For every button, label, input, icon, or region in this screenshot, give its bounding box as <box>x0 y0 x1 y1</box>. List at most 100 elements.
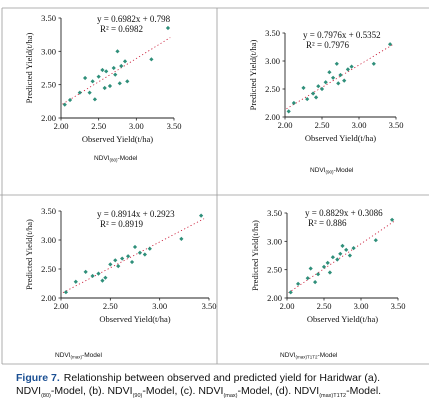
data-point-c-10 <box>120 256 125 261</box>
scatter-panel-a: 2.00 2.50 3.00 3.50 2.00 2.50 3.00 3.50 Observed… <box>0 7 429 365</box>
model-label-name-b: NDVI <box>310 167 326 174</box>
trendline-b <box>286 44 393 110</box>
data-point-d-16 <box>373 238 378 243</box>
x-tick-label-b-1: 2.50 <box>315 120 330 130</box>
data-point-b-2 <box>301 85 306 90</box>
data-point-c-0 <box>63 290 69 295</box>
x-axis-title-c: Observed Yield(t/ha) <box>99 314 170 324</box>
model-label-d: NDVI(max)T1T2-Model <box>280 352 338 360</box>
model-label-a: NDVI(80)-Model <box>94 155 138 163</box>
data-point-c-12 <box>129 259 135 265</box>
data-point-d-6 <box>321 264 327 269</box>
data-point-a-11 <box>107 83 113 89</box>
data-point-c-9 <box>116 264 121 269</box>
data-point-b-3 <box>305 96 310 102</box>
data-point-d-8 <box>327 270 333 275</box>
model-label-sub-b: (90) <box>326 170 335 175</box>
data-point-b-4 <box>311 91 316 96</box>
x-tick-label-b-0: 2.00 <box>278 120 293 130</box>
y-tick-label-a-2: 3.00 <box>41 46 56 56</box>
data-point-a-12 <box>111 65 116 71</box>
model-label-suffix-a: -Model <box>118 155 138 162</box>
x-tick-label-c-3: 3.50 <box>202 301 217 311</box>
data-point-c-15 <box>142 252 147 257</box>
data-point-d-5 <box>315 272 321 277</box>
model-label-suffix-c: -Model <box>82 352 102 359</box>
data-point-d-11 <box>338 251 343 256</box>
data-point-d-14 <box>347 253 352 258</box>
data-point-b-8 <box>323 80 328 85</box>
caption-part-1: -Model, (b). NDVI <box>50 385 133 397</box>
model-label-sub-c: (max) <box>71 355 83 360</box>
data-point-c-18 <box>199 213 204 218</box>
y-tick-label-a-1: 2.50 <box>41 80 56 90</box>
model-label-name-d: NDVI <box>280 352 296 359</box>
data-point-c-4 <box>96 271 101 276</box>
x-tick-label-b-3: 3.50 <box>389 120 404 130</box>
data-point-c-2 <box>83 269 88 274</box>
y-axis-title-b: Predicted Yield(t/ha) <box>248 39 258 110</box>
data-point-a-3 <box>83 75 88 81</box>
data-point-b-1 <box>291 100 296 106</box>
x-tick-label-d-0: 2.00 <box>280 301 295 311</box>
x-tick-label-d-1: 2.50 <box>317 301 332 311</box>
data-point-b-5 <box>313 95 319 100</box>
data-point-a-8 <box>100 67 105 73</box>
caption-part-3: -Model, (d). NDVI <box>237 385 320 397</box>
model-label-name-a: NDVI <box>94 155 110 162</box>
data-point-a-17 <box>122 59 128 64</box>
data-point-d-13 <box>344 247 349 252</box>
y-axis-title-d: Predicted Yield(t/ha) <box>250 220 260 291</box>
data-point-d-15 <box>351 246 356 251</box>
y-tick-label-b-0: 2.00 <box>265 112 280 122</box>
data-point-a-13 <box>113 72 118 77</box>
data-point-c-11 <box>125 254 131 259</box>
x-axis-title-b: Observed Yield(t/ha) <box>305 133 376 143</box>
caption-sub-2: (90) <box>132 393 143 400</box>
data-point-a-6 <box>92 97 97 102</box>
y-tick-label-a-3: 3.50 <box>41 13 56 23</box>
data-point-d-9 <box>330 255 335 260</box>
data-point-c-16 <box>147 246 152 251</box>
chart-a: 2.00 2.50 3.00 3.50 2.00 2.50 3.00 3.50 Observed… <box>24 13 181 163</box>
data-point-b-14 <box>342 78 347 83</box>
data-point-c-5 <box>100 278 105 283</box>
model-label-b: NDVI(90)-Model <box>310 167 354 175</box>
data-point-a-9 <box>102 85 107 91</box>
caption-part-4: -Model. <box>346 385 382 397</box>
trendline-d <box>288 220 395 294</box>
y-tick-label-d-3: 3.50 <box>267 208 282 218</box>
y-tick-label-a-0: 2.00 <box>41 113 56 123</box>
chart-c: 2.00 2.50 3.00 3.50 2.00 2.50 3.00 3.50 Observed… <box>24 206 216 360</box>
regression-equation-a: y = 0.6982x + 0.798 <box>97 14 171 24</box>
x-tick-label-d-2: 3.00 <box>354 301 369 311</box>
model-label-c: NDVI(max)-Model <box>55 352 102 360</box>
y-tick-label-d-2: 3.00 <box>267 236 282 246</box>
y-tick-label-c-2: 3.00 <box>41 235 56 245</box>
caption-part-2: -Model, (c). NDVI <box>142 385 224 397</box>
y-axis-title-c: Predicted Yield(t/ha) <box>24 219 34 290</box>
x-tick-label-c-1: 2.50 <box>103 301 118 311</box>
data-point-a-19 <box>149 57 154 62</box>
regression-equation-c: y = 0.8914x + 0.2923 <box>97 209 175 219</box>
data-point-a-14 <box>115 49 120 54</box>
data-point-b-18 <box>387 42 393 47</box>
y-axis-title-a: Predicted Yield(t/ha) <box>24 32 34 103</box>
data-point-c-3 <box>90 273 95 279</box>
y-tick-label-b-2: 3.00 <box>265 56 280 66</box>
x-axis-title-d: Observed Yield(t/ha) <box>307 314 378 324</box>
data-point-b-16 <box>349 64 354 69</box>
model-label-sub-d: (max)T1T2 <box>296 355 318 360</box>
regression-equation-b: y = 0.7976x + 0.5352 <box>303 30 381 40</box>
x-tick-label-c-0: 2.00 <box>54 301 69 311</box>
data-point-b-10 <box>331 75 336 80</box>
data-point-c-17 <box>179 236 184 241</box>
data-point-d-4 <box>313 280 318 285</box>
data-point-b-17 <box>371 61 376 66</box>
caption-sub-1: (80) <box>41 393 51 400</box>
data-point-a-10 <box>104 69 109 74</box>
data-point-c-14 <box>137 250 143 255</box>
y-tick-label-c-0: 2.00 <box>41 293 56 303</box>
y-tick-label-d-0: 2.00 <box>267 293 282 303</box>
